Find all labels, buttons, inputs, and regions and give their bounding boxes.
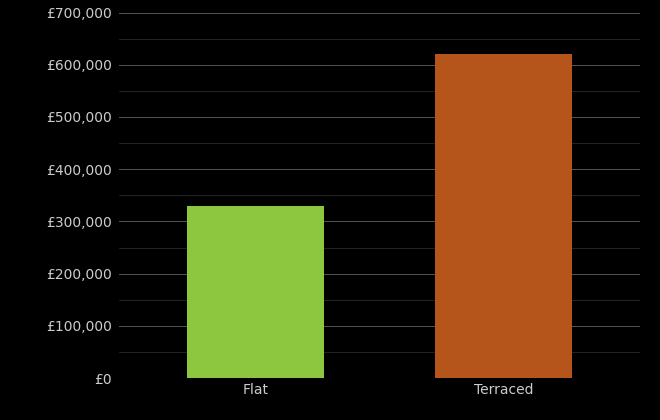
- Bar: [436, 54, 572, 378]
- Bar: [187, 206, 323, 378]
